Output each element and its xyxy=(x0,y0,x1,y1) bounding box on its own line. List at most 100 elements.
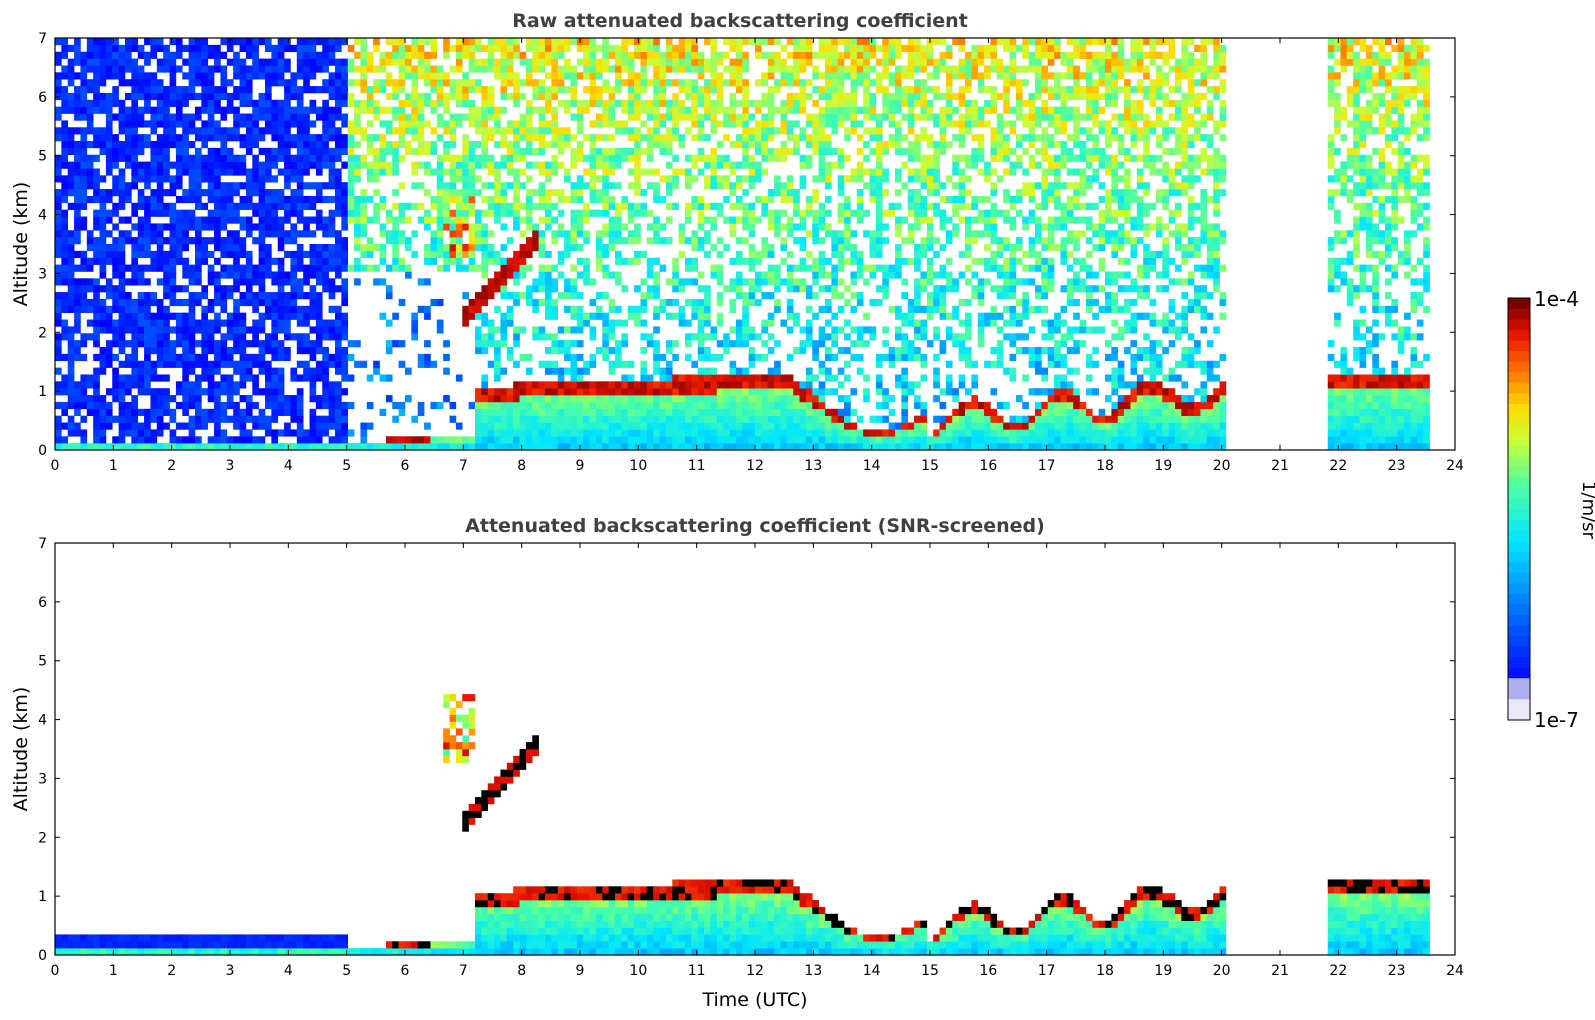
heatmap-cell xyxy=(258,230,266,238)
heatmap-cell xyxy=(201,367,209,375)
heatmap-cell xyxy=(315,182,323,190)
heatmap-cell xyxy=(831,230,839,238)
heatmap-cell xyxy=(481,340,489,348)
heatmap-cell xyxy=(583,401,590,410)
heatmap-cell xyxy=(214,429,221,437)
heatmap-cell xyxy=(303,44,310,53)
heatmap-cell xyxy=(93,51,100,59)
heatmap-cell xyxy=(296,182,304,190)
heatmap-cell xyxy=(328,319,336,327)
heatmap-cell xyxy=(665,278,673,286)
heatmap-cell xyxy=(99,195,107,204)
heatmap-cell xyxy=(786,415,794,423)
heatmap-cell xyxy=(564,44,571,53)
heatmap-cell xyxy=(296,189,304,197)
heatmap-cell xyxy=(748,429,756,437)
heatmap-cell xyxy=(86,106,94,114)
heatmap-cell xyxy=(455,58,463,66)
heatmap-cell xyxy=(774,209,781,217)
heatmap-cell xyxy=(786,436,794,444)
heatmap-cell xyxy=(564,86,571,94)
heatmap-cell xyxy=(430,65,438,73)
heatmap-cell xyxy=(519,92,527,101)
heatmap-cell xyxy=(513,44,520,53)
heatmap-cell xyxy=(449,113,457,121)
heatmap-cell xyxy=(742,319,749,327)
heatmap-cell xyxy=(767,374,775,382)
heatmap-cell xyxy=(729,106,737,114)
heatmap-cell xyxy=(716,319,724,327)
heatmap-cell xyxy=(303,58,310,66)
heatmap-cell xyxy=(455,86,463,94)
heatmap-cell xyxy=(258,415,266,423)
heatmap-cell xyxy=(519,395,527,403)
heatmap-cell xyxy=(233,189,240,197)
heatmap-cell xyxy=(672,175,679,183)
heatmap-cell xyxy=(805,326,813,334)
heatmap-cell xyxy=(258,106,266,114)
heatmap-cell xyxy=(640,72,648,80)
heatmap-cell xyxy=(86,154,94,162)
heatmap-cell xyxy=(258,353,266,362)
heatmap-cell xyxy=(118,257,126,265)
heatmap-cell xyxy=(576,436,584,444)
heatmap-cell xyxy=(80,58,88,66)
heatmap-cell xyxy=(258,408,266,416)
heatmap-cell xyxy=(793,347,800,355)
heatmap-cell xyxy=(220,182,228,190)
heatmap-cell xyxy=(411,182,419,190)
heatmap-cell xyxy=(55,429,62,437)
heatmap-cell xyxy=(436,161,444,169)
heatmap-cell xyxy=(354,202,361,210)
heatmap-cell xyxy=(767,367,775,375)
heatmap-cell xyxy=(239,415,247,423)
heatmap-cell xyxy=(716,154,724,162)
heatmap-cell xyxy=(309,429,317,437)
heatmap-cell xyxy=(570,72,578,80)
heatmap-cell xyxy=(61,195,69,204)
heatmap-cell xyxy=(793,79,800,87)
heatmap-cell xyxy=(67,401,75,410)
heatmap-cell xyxy=(615,127,622,135)
heatmap-cell xyxy=(557,230,565,238)
heatmap-cell xyxy=(595,408,603,416)
heatmap-cell xyxy=(634,230,641,238)
heatmap-cell xyxy=(837,278,845,286)
heatmap-cell xyxy=(557,401,565,410)
heatmap-cell xyxy=(61,319,69,327)
heatmap-cell xyxy=(309,292,317,300)
heatmap-cell xyxy=(818,333,826,341)
heatmap-cell xyxy=(525,106,533,114)
heatmap-cell xyxy=(595,257,603,265)
heatmap-cell xyxy=(182,195,189,204)
heatmap-cell xyxy=(424,216,431,224)
heatmap-cell xyxy=(818,92,826,101)
heatmap-cell xyxy=(825,182,832,190)
heatmap-cell xyxy=(735,161,743,169)
heatmap-cell xyxy=(385,106,393,114)
heatmap-cell xyxy=(710,182,718,190)
heatmap-cell xyxy=(716,292,724,300)
heatmap-cell xyxy=(455,79,463,87)
heatmap-cell xyxy=(780,209,788,217)
heatmap-cell xyxy=(296,230,304,238)
heatmap-cell xyxy=(532,422,539,430)
heatmap-cell xyxy=(551,113,559,121)
heatmap-cell xyxy=(704,381,711,389)
heatmap-cell xyxy=(137,271,145,279)
heatmap-cell xyxy=(195,340,202,348)
heatmap-cell xyxy=(551,340,559,348)
heatmap-cell xyxy=(621,51,629,59)
heatmap-cell xyxy=(169,271,177,279)
heatmap-cell xyxy=(506,415,514,423)
heatmap-cell xyxy=(755,195,762,204)
heatmap-cell xyxy=(659,72,667,80)
heatmap-cell xyxy=(487,99,495,107)
heatmap-cell xyxy=(347,134,355,142)
heatmap-cell xyxy=(296,374,304,382)
heatmap-cell xyxy=(405,202,412,210)
heatmap-cell xyxy=(678,381,686,389)
heatmap-cell xyxy=(742,381,749,389)
heatmap-cell xyxy=(430,72,438,80)
heatmap-cell xyxy=(411,72,419,80)
